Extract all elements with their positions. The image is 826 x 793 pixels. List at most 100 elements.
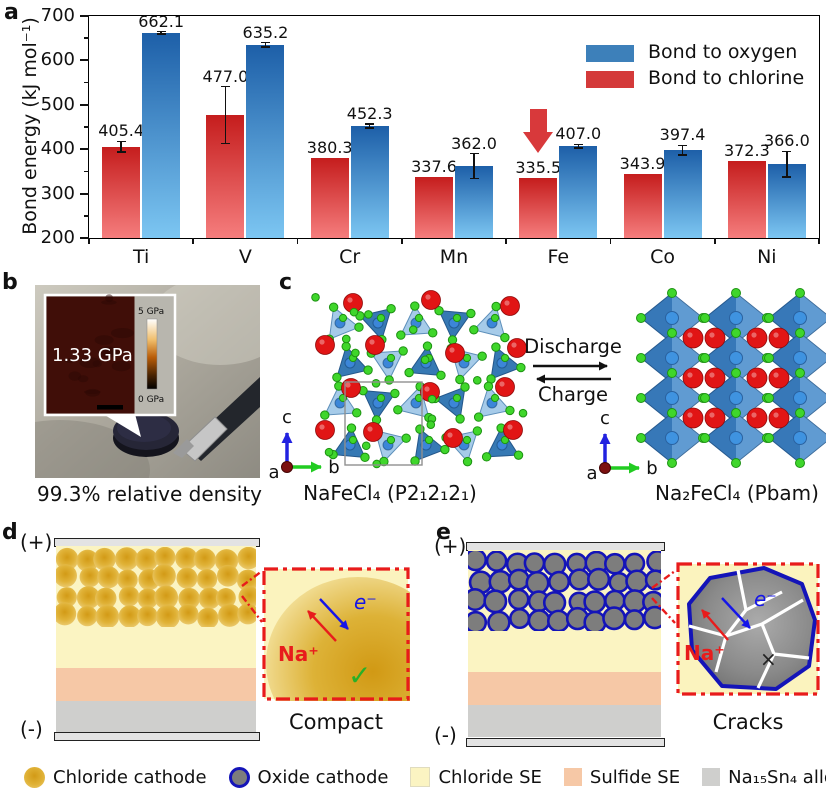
iron-atom (729, 431, 743, 445)
chloride-cathode-particle (118, 586, 140, 607)
chloride-cathode-particle (237, 603, 256, 625)
error-cap (156, 30, 166, 33)
chlorine-atom (436, 370, 446, 381)
sodium-atom (495, 377, 515, 397)
chloride-cathode-particle (178, 587, 200, 610)
chlorine-atom (349, 307, 359, 317)
legend-item-sulfide-se: Sulfide SE (563, 767, 680, 788)
sodium-highlight (687, 332, 693, 338)
iron-atom (665, 311, 679, 325)
octahedron-facet (736, 293, 767, 343)
chlorine-atom (667, 408, 677, 418)
sodium-highlight (347, 297, 353, 303)
error-bar (577, 144, 580, 148)
sodium-atom (746, 367, 768, 389)
chlorine-atom (351, 348, 360, 358)
map-texture (79, 357, 100, 368)
chloride-cathode-particle (76, 549, 99, 572)
oxide-cathode-particle (568, 568, 591, 591)
error-cap (260, 46, 270, 48)
sodium-highlight (499, 381, 505, 387)
chlorine-atom (466, 308, 476, 319)
sodium-atom (315, 420, 335, 440)
error-bar (473, 153, 475, 179)
b-axis-label: b (328, 457, 339, 478)
chloride-cathode-particle (152, 564, 176, 588)
chlorine-atom (636, 353, 646, 363)
y-tick-label-500: 500 (40, 93, 75, 115)
chlorine-atom (352, 408, 362, 418)
error-cap (220, 142, 230, 145)
bar-chart-plot-area: 200 300 400 500 600 700 Ti V Cr Mn Fe Co Ni 405.4 477.… (41, 5, 820, 268)
chlorine-atom (500, 435, 510, 445)
na-ion-label: Na⁺ (278, 642, 319, 666)
chlorine-atom (376, 393, 386, 403)
octahedron-facet (769, 373, 800, 423)
oxide-cathode-particle (487, 610, 511, 631)
bar-bond-to-chlorine-Cr (310, 157, 349, 238)
legend-item-label: Na₁₅Sn₄ alloy (728, 766, 826, 788)
chlorine-atom (371, 379, 381, 388)
chlorine-atom (500, 332, 510, 343)
x-tick (88, 238, 90, 244)
panel-e-bottom-electrode (466, 738, 665, 747)
error-cap (573, 147, 583, 149)
chlorine-atom (469, 325, 479, 335)
panel-c-label: c (279, 270, 293, 295)
chloride-cathode-particle (196, 568, 218, 590)
octahedron-facet (736, 373, 767, 423)
category-label-Fe: Fe (547, 246, 570, 268)
y-tick (80, 148, 89, 151)
octahedron-facet (641, 373, 672, 423)
chloride-cathode-particle (137, 588, 159, 609)
chlorine-atom (415, 424, 425, 434)
x-tick (401, 238, 403, 244)
chlorine-atom (795, 458, 805, 468)
sodium-highlight (751, 332, 757, 338)
octahedron-facet (800, 333, 826, 383)
chlorine-atom (505, 405, 515, 416)
chlorine-atom (731, 368, 741, 378)
chloride-cathode-swatch-icon (24, 766, 45, 788)
panel-b-caption: 99.3% relative density (36, 482, 263, 506)
crack-line (773, 652, 810, 660)
bar-bond-to-chlorine-Ti (102, 146, 141, 238)
colorbar-max-label: 5 GPa (138, 307, 164, 317)
octahedron-facet (800, 373, 826, 423)
bar-bond-to-chlorine-Ni (727, 161, 766, 238)
octahedron-facet (736, 333, 767, 383)
sodium-highlight (709, 332, 715, 338)
oxide-cathode-particle (642, 605, 661, 630)
map-scalebar (97, 405, 123, 410)
panel-e-caption: Cracks (712, 710, 784, 734)
inset-d-dashed-border (262, 567, 410, 701)
iron-atom (793, 351, 807, 365)
sodium-atom (507, 338, 527, 358)
sodium-highlight (425, 294, 431, 300)
sulfide-se-swatch-icon (563, 768, 582, 786)
chlorine-atom (795, 408, 805, 418)
chlorine-atom (667, 288, 677, 298)
sodium-highlight (449, 347, 455, 353)
unit-cell-outline (344, 381, 423, 466)
octahedron-facet (769, 333, 800, 383)
chlorine-atom (346, 423, 357, 433)
chlorine-atom (320, 410, 330, 420)
chlorine-atom (420, 355, 430, 365)
chlorine-atom (324, 447, 334, 457)
octahedron-facet (705, 293, 736, 343)
sodium-highlight (367, 426, 373, 432)
category-label-Cr: Cr (339, 246, 361, 268)
cracked-particle-inset: Na⁺ e⁻ × (676, 562, 820, 696)
chlorine-atom (386, 303, 396, 314)
category-label-Ni: Ni (757, 246, 777, 268)
map-texture (111, 360, 131, 372)
category-label-Ti: Ti (132, 246, 150, 268)
sodium-highlight (709, 412, 715, 418)
panel-e-sulfide-se-layer (468, 672, 661, 705)
chlorine-atom (311, 292, 320, 302)
chlorine-atom (410, 456, 420, 466)
oxide-cathode-swatch-icon (228, 766, 250, 788)
value-label-Mn: 362.0 (451, 133, 497, 153)
